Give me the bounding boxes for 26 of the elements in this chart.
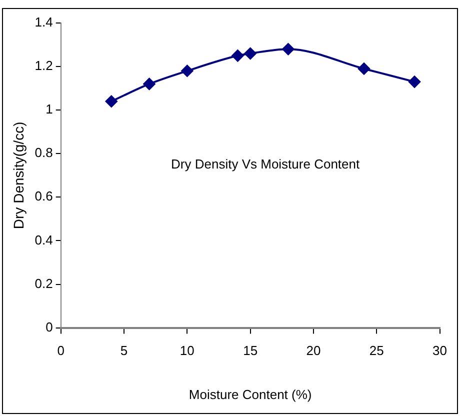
y-tick-label: 0.8 [34, 145, 53, 160]
x-tick-label: 20 [306, 343, 321, 358]
y-tick-label: 1.2 [34, 58, 53, 74]
point [408, 76, 421, 88]
point [181, 64, 194, 77]
text: Dry Density Vs Moisture Content [171, 156, 360, 172]
x-tick-label: 25 [369, 343, 384, 358]
point [143, 78, 156, 90]
point [358, 62, 370, 75]
x-tick-label: 15 [243, 343, 258, 358]
y-tick-label: 1 [46, 102, 53, 117]
y-tick-label: 0.6 [34, 188, 53, 204]
y-tick-label: 0.2 [34, 276, 53, 291]
point [232, 50, 244, 62]
y-tick-label: 0 [46, 319, 53, 334]
point [105, 95, 118, 108]
x-tick-label: 30 [432, 343, 448, 358]
x-tick-label: 0 [57, 343, 64, 358]
y-tick-label: 1.4 [34, 14, 53, 30]
x-tick-label: 10 [180, 343, 194, 358]
point [244, 47, 256, 60]
x-axis-title: Moisture Content (%) [188, 386, 312, 402]
point [282, 43, 294, 56]
y-axis-title: Dry Density(g/cc) [10, 122, 26, 230]
x-tick-label: 5 [120, 343, 128, 358]
y-tick-label: 0.4 [34, 232, 53, 248]
